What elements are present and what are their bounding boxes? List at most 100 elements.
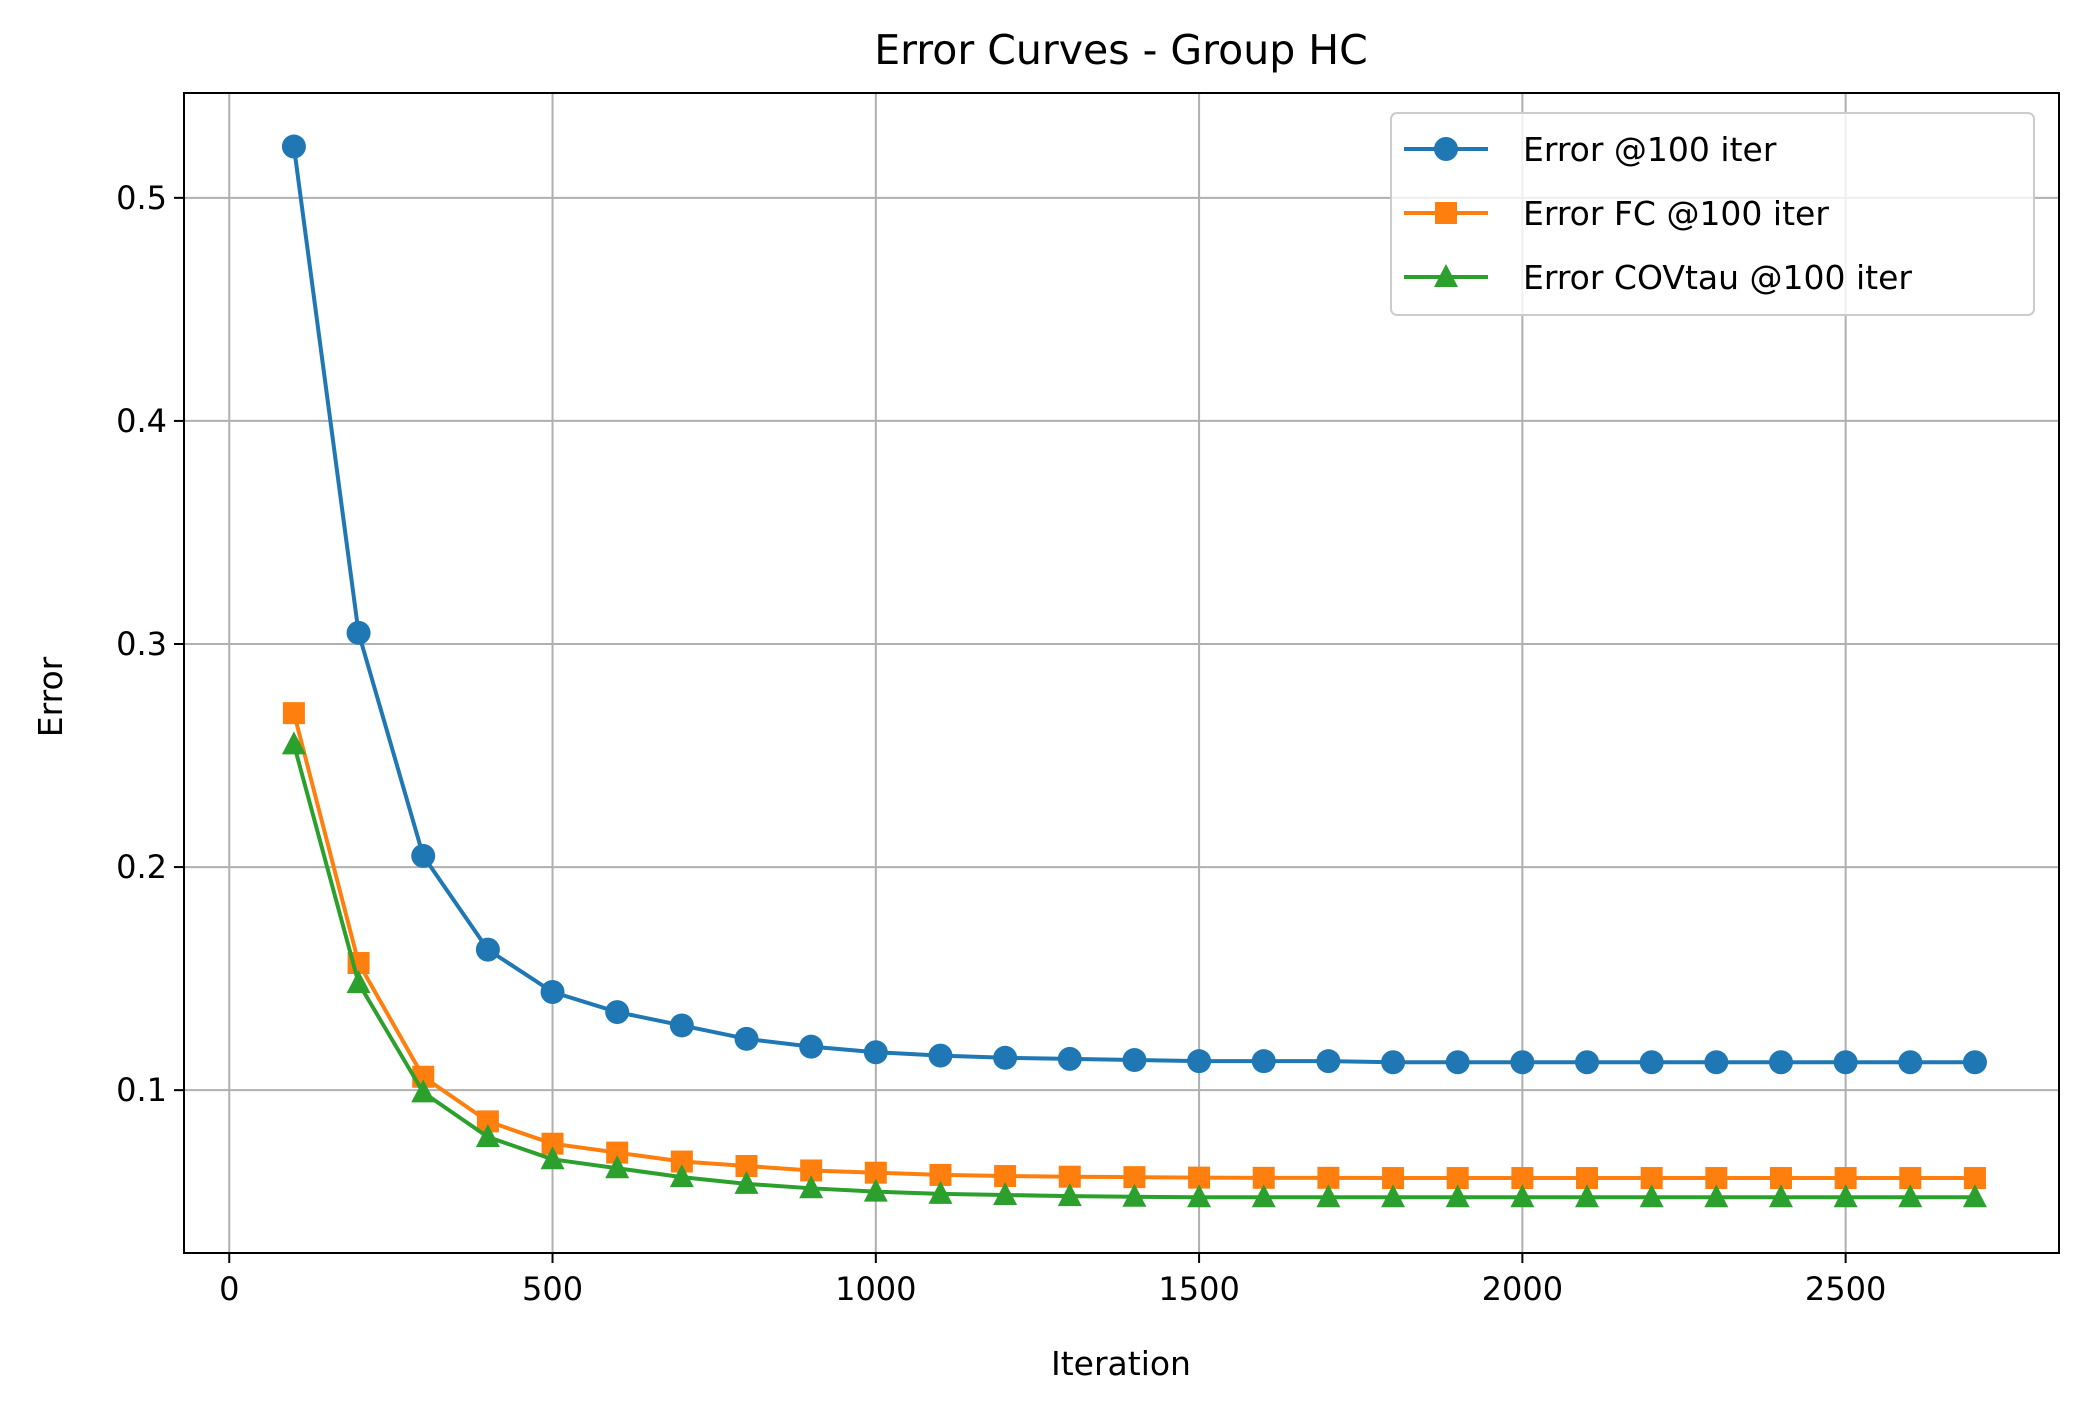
series-2-point [1834, 1167, 1857, 1190]
series-2-point [1188, 1166, 1211, 1189]
y-axis-label: Error [31, 656, 70, 737]
series-3-point [281, 731, 306, 755]
series-2-point [670, 1150, 693, 1173]
series-1-point [281, 134, 306, 159]
plot-frame [183, 92, 2060, 1254]
y-tick-label: 0.5 [116, 179, 167, 217]
series-3-point [1057, 1183, 1082, 1207]
series-3-point [475, 1124, 500, 1147]
series-2-point [1058, 1165, 1081, 1188]
series-1-point [540, 980, 565, 1004]
series-2-point [929, 1163, 952, 1186]
series-2-point [1317, 1166, 1340, 1189]
series-1-point [734, 1026, 759, 1051]
series-1-point [605, 1000, 630, 1025]
series-1-point [1768, 1050, 1793, 1075]
series-1-point [863, 1040, 888, 1065]
x-tick-label: 2500 [1805, 1270, 1886, 1308]
series-1-point [1122, 1048, 1147, 1073]
y-tick-label: 0.4 [116, 402, 167, 440]
series-2-point [800, 1159, 823, 1182]
series-3-point [1251, 1184, 1276, 1208]
legend-marker [1435, 202, 1457, 224]
series-1-point [669, 1013, 694, 1038]
series-3-point [734, 1170, 759, 1194]
chart-title: Error Curves - Group HC [874, 26, 1367, 74]
series-3-point [928, 1180, 953, 1204]
series-2-point [1382, 1167, 1405, 1190]
series-1-point [1575, 1050, 1600, 1075]
series-1-point [1510, 1050, 1535, 1075]
series-1-point [475, 937, 500, 962]
x-tick-label: 1500 [1158, 1270, 1239, 1308]
series-2-point [864, 1161, 887, 1184]
series-3-point [1639, 1184, 1664, 1208]
y-tick-label: 0.2 [116, 848, 167, 886]
legend-box [1390, 112, 2035, 316]
series-3-point [1575, 1184, 1600, 1208]
series-1-point [346, 620, 371, 645]
series-1-point [1833, 1050, 1858, 1075]
series-1-point [1704, 1050, 1729, 1075]
series-3-point [411, 1079, 436, 1103]
legend-item-3: Error COVtau @100 iter [1404, 258, 1912, 297]
series-3-point [605, 1155, 630, 1179]
series-2-point [282, 702, 305, 725]
series-3-point [346, 970, 371, 994]
series-3-point [1510, 1184, 1535, 1208]
series-3-point [1445, 1184, 1470, 1208]
legend-marker [1434, 264, 1458, 287]
series-3 [281, 731, 1987, 1208]
series-3-point [1704, 1184, 1729, 1208]
series-1-point [411, 843, 436, 868]
series-2-point [1252, 1166, 1275, 1189]
series-2-point [1511, 1167, 1534, 1190]
series-2-point [1640, 1167, 1663, 1190]
series-3-point [669, 1164, 694, 1188]
legend: Error @100 iter Error FC @100 iter Error C… [1390, 112, 2035, 316]
series-3-point [1768, 1184, 1793, 1208]
series-1-point [993, 1045, 1018, 1070]
legend-marker [1434, 137, 1458, 161]
series-2-point [606, 1141, 629, 1164]
series-1-point [1057, 1046, 1082, 1071]
series-1-point [799, 1034, 824, 1059]
series-3-point [1381, 1184, 1406, 1208]
x-tick-label: 1000 [835, 1270, 916, 1308]
legend-label: Error FC @100 iter [1523, 194, 1829, 233]
series-1-point [928, 1043, 953, 1068]
series-1-point [1381, 1050, 1406, 1075]
legend-item-1: Error @100 iter [1404, 130, 1777, 169]
series-3-point [1316, 1184, 1341, 1208]
series-1-point [1187, 1049, 1212, 1074]
series-3-point [863, 1178, 888, 1202]
series-2 [282, 702, 1986, 1190]
y-tick-label: 0.3 [116, 625, 167, 663]
series-2-point [541, 1132, 564, 1155]
legend-item-2: Error FC @100 iter [1404, 194, 1829, 233]
series-1 [281, 134, 1987, 1075]
series-3-point [1898, 1184, 1923, 1208]
series-3-point [799, 1175, 824, 1199]
series-1-point [1639, 1050, 1664, 1075]
legend-label: Error @100 iter [1523, 130, 1777, 169]
series-3-point [1833, 1184, 1858, 1208]
series-3-point [993, 1182, 1018, 1205]
series-layer [281, 134, 1987, 1208]
series-2-point [1963, 1167, 1986, 1190]
series-2-point [476, 1110, 499, 1133]
legend-label: Error COVtau @100 iter [1523, 258, 1912, 297]
series-3-point [1122, 1183, 1147, 1207]
x-tick-label: 0 [219, 1270, 239, 1308]
series-2-point [1705, 1167, 1728, 1190]
series-1-point [1962, 1050, 1987, 1075]
series-2-point [1899, 1167, 1922, 1190]
series-2-point [1123, 1166, 1146, 1189]
series-2-point [994, 1165, 1017, 1188]
series-1-point [1445, 1050, 1470, 1075]
series-2-point [1769, 1167, 1792, 1190]
series-1-point [1251, 1049, 1276, 1074]
series-3-point [1962, 1184, 1987, 1208]
x-tick-label: 2000 [1482, 1270, 1563, 1308]
